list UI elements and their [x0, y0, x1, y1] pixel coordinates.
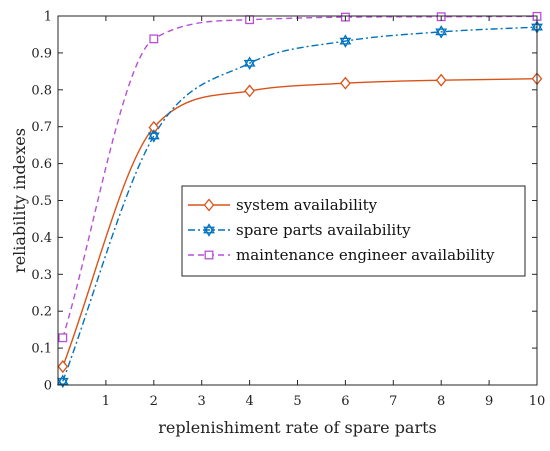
- data-point: [243, 56, 256, 71]
- data-point: [244, 84, 255, 98]
- x-tick-label: 8: [437, 394, 445, 409]
- y-tick-label: 1: [44, 10, 52, 25]
- data-point: [56, 374, 69, 389]
- legend-box: [181, 185, 526, 277]
- x-tick-label: 3: [198, 394, 206, 409]
- data-point: [57, 360, 69, 374]
- x-tick-label: 2: [150, 394, 158, 409]
- data-point: [147, 129, 160, 143]
- legend-label: maintenance engineer availability: [236, 246, 495, 264]
- x-tick-label: 4: [245, 394, 253, 409]
- y-tick-label: 0.1: [31, 342, 52, 357]
- y-tick-label: 0.8: [31, 83, 52, 98]
- y-axis-title: reliability indexes: [10, 128, 29, 273]
- y-tick-label: 0.5: [31, 194, 52, 209]
- legend-label: system availability: [236, 196, 378, 214]
- x-tick-label: 5: [293, 394, 301, 409]
- data-point: [435, 73, 447, 87]
- x-tick-label: 10: [529, 394, 546, 409]
- y-tick-label: 0: [44, 379, 52, 394]
- y-tick-label: 0.7: [31, 120, 52, 135]
- x-tick-label: 7: [389, 394, 397, 409]
- x-axis-title: replenishiment rate of spare parts: [158, 418, 437, 437]
- data-point: [339, 34, 352, 48]
- data-point: [435, 25, 448, 39]
- legend-label: spare parts availability: [236, 221, 411, 239]
- y-tick-label: 0.9: [31, 46, 52, 61]
- legend-marker: [203, 223, 215, 237]
- legend-marker: [203, 198, 215, 212]
- data-point: [340, 76, 351, 90]
- x-tick-label: 9: [485, 394, 493, 409]
- y-tick-label: 0.3: [31, 268, 52, 283]
- axis-ticks: 1 2 3 4 5 6 7 8 9 10 0 0.1 0.2 0.3 0.4 0.5 0.6 0.7 0.8 0.9 1: [31, 10, 545, 410]
- legend: system availability spare parts availabil…: [181, 185, 526, 277]
- y-tick-label: 0.6: [31, 157, 52, 172]
- y-tick-label: 0.4: [31, 231, 52, 246]
- data-point: [149, 34, 159, 44]
- x-tick-label: 6: [341, 394, 349, 409]
- data-point: [58, 333, 68, 343]
- legend-marker: [204, 250, 214, 260]
- y-tick-label: 0.2: [31, 305, 52, 320]
- x-tick-label: 1: [102, 394, 110, 409]
